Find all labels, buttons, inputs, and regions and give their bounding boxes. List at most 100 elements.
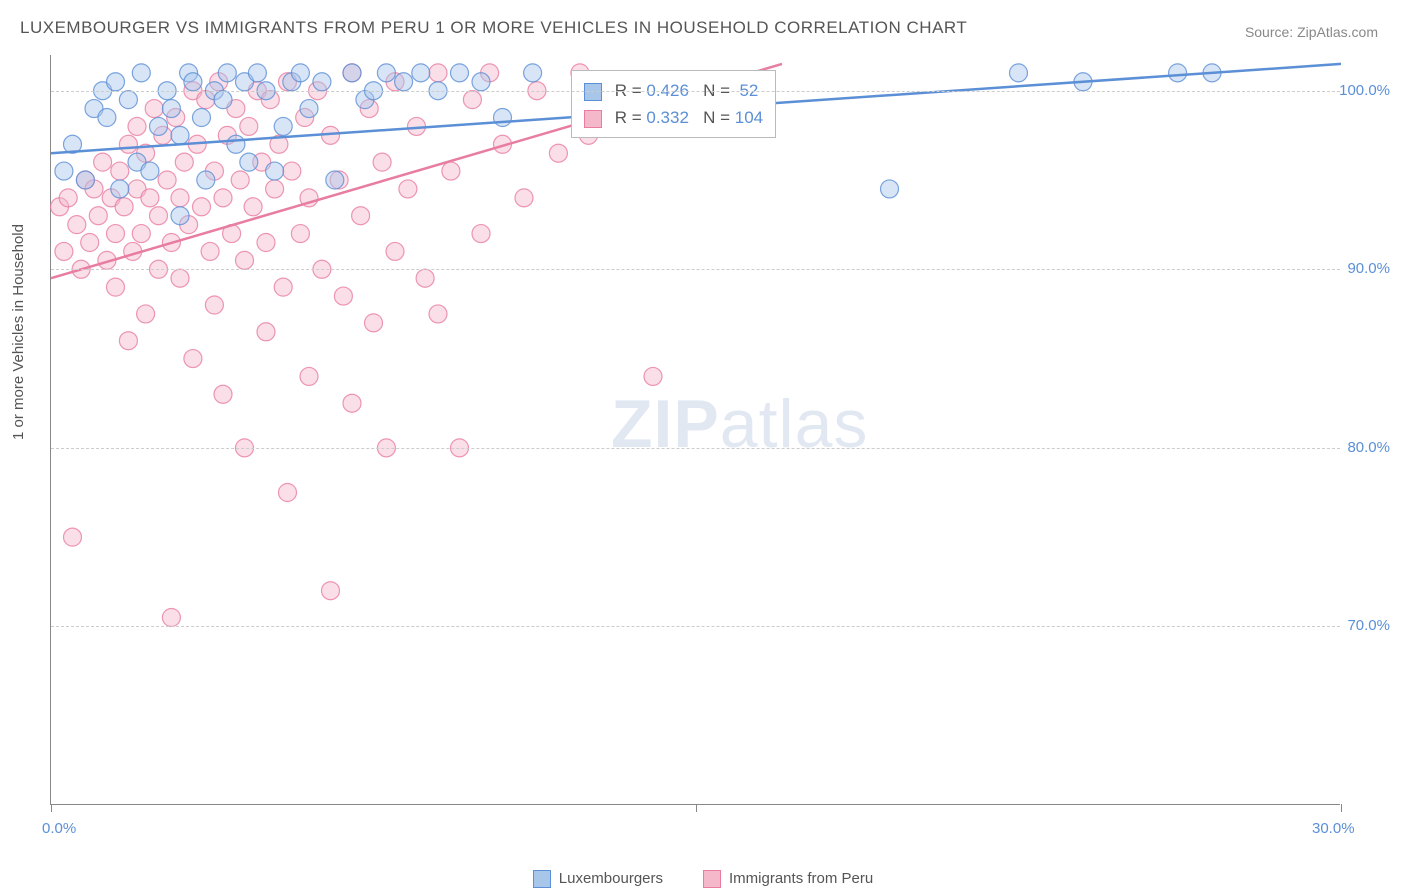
data-point bbox=[343, 64, 361, 82]
data-point bbox=[231, 171, 249, 189]
data-point bbox=[184, 73, 202, 91]
data-point bbox=[76, 171, 94, 189]
data-point bbox=[55, 242, 73, 260]
data-point bbox=[64, 528, 82, 546]
data-point bbox=[416, 269, 434, 287]
stats-swatch-1 bbox=[584, 110, 602, 128]
legend-swatch-1 bbox=[703, 870, 721, 888]
data-point bbox=[94, 153, 112, 171]
data-point bbox=[141, 189, 159, 207]
data-point bbox=[175, 153, 193, 171]
data-point bbox=[227, 135, 245, 153]
data-point bbox=[395, 73, 413, 91]
data-point bbox=[377, 64, 395, 82]
data-point bbox=[291, 225, 309, 243]
y-axis-label-80: 80.0% bbox=[1347, 439, 1390, 456]
data-point bbox=[214, 385, 232, 403]
data-point bbox=[119, 332, 137, 350]
legend-item-1: Immigrants from Peru bbox=[703, 870, 873, 888]
data-point bbox=[472, 225, 490, 243]
data-point bbox=[494, 109, 512, 127]
data-point bbox=[193, 198, 211, 216]
data-point bbox=[171, 189, 189, 207]
data-point bbox=[162, 609, 180, 627]
data-point bbox=[68, 216, 86, 234]
data-point bbox=[141, 162, 159, 180]
data-point bbox=[111, 180, 129, 198]
y-axis-label-90: 90.0% bbox=[1347, 260, 1390, 277]
data-point bbox=[107, 225, 125, 243]
stats-n-1: 104 bbox=[735, 108, 763, 127]
data-point bbox=[132, 225, 150, 243]
stats-r-1: 0.332 bbox=[646, 108, 689, 127]
tick-x bbox=[1341, 804, 1342, 812]
data-point bbox=[463, 91, 481, 109]
data-point bbox=[1169, 64, 1187, 82]
data-point bbox=[158, 171, 176, 189]
data-point bbox=[515, 189, 533, 207]
data-point bbox=[386, 242, 404, 260]
data-point bbox=[214, 91, 232, 109]
data-point bbox=[150, 117, 168, 135]
plot-area: ZIPatlas R = 0.426 N = 52 R = 0.332 N = … bbox=[50, 55, 1340, 805]
chart-title: LUXEMBOURGER VS IMMIGRANTS FROM PERU 1 O… bbox=[20, 18, 967, 38]
data-point bbox=[442, 162, 460, 180]
data-point bbox=[236, 251, 254, 269]
data-point bbox=[451, 64, 469, 82]
correlation-stats-box: R = 0.426 N = 52 R = 0.332 N = 104 bbox=[571, 70, 776, 138]
gridline-h bbox=[51, 91, 1340, 92]
data-point bbox=[145, 100, 163, 118]
data-point bbox=[257, 234, 275, 252]
legend-label-1: Immigrants from Peru bbox=[729, 870, 873, 887]
x-axis-label-left: 0.0% bbox=[42, 820, 76, 837]
data-point bbox=[193, 109, 211, 127]
gridline-h bbox=[51, 626, 1340, 627]
data-point bbox=[240, 153, 258, 171]
data-point bbox=[322, 582, 340, 600]
data-point bbox=[274, 117, 292, 135]
data-point bbox=[205, 296, 223, 314]
legend-label-0: Luxembourgers bbox=[559, 870, 663, 887]
data-point bbox=[214, 189, 232, 207]
data-point bbox=[59, 189, 77, 207]
data-point bbox=[524, 64, 542, 82]
data-point bbox=[352, 207, 370, 225]
data-point bbox=[644, 367, 662, 385]
data-point bbox=[107, 278, 125, 296]
data-point bbox=[244, 198, 262, 216]
x-axis-label-right: 30.0% bbox=[1312, 820, 1355, 837]
y-axis-label: 1 or more Vehicles in Household bbox=[10, 224, 27, 440]
data-point bbox=[150, 207, 168, 225]
data-point bbox=[549, 144, 567, 162]
data-point bbox=[472, 73, 490, 91]
data-point bbox=[365, 314, 383, 332]
data-point bbox=[266, 180, 284, 198]
data-point bbox=[279, 484, 297, 502]
legend: Luxembourgers Immigrants from Peru bbox=[0, 870, 1406, 888]
stats-row-1: R = 0.332 N = 104 bbox=[584, 104, 763, 131]
gridline-h bbox=[51, 269, 1340, 270]
data-point bbox=[184, 350, 202, 368]
chart-svg bbox=[51, 55, 1340, 804]
data-point bbox=[162, 100, 180, 118]
data-point bbox=[313, 73, 331, 91]
data-point bbox=[412, 64, 430, 82]
tick-x bbox=[51, 804, 52, 812]
data-point bbox=[197, 171, 215, 189]
data-point bbox=[399, 180, 417, 198]
data-point bbox=[881, 180, 899, 198]
tick-x bbox=[696, 804, 697, 812]
data-point bbox=[119, 91, 137, 109]
gridline-h bbox=[51, 448, 1340, 449]
data-point bbox=[128, 117, 146, 135]
data-point bbox=[1010, 64, 1028, 82]
data-point bbox=[98, 109, 116, 127]
data-point bbox=[283, 162, 301, 180]
data-point bbox=[266, 162, 284, 180]
y-axis-label-70: 70.0% bbox=[1347, 617, 1390, 634]
data-point bbox=[429, 305, 447, 323]
data-point bbox=[373, 153, 391, 171]
data-point bbox=[218, 64, 236, 82]
data-point bbox=[334, 287, 352, 305]
data-point bbox=[429, 64, 447, 82]
